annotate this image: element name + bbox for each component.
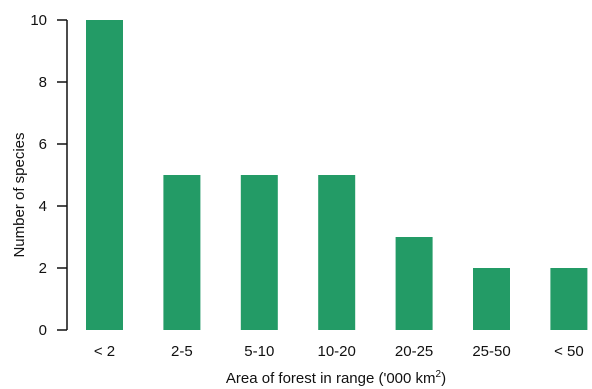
bar (473, 268, 510, 330)
x-tick-label: < 2 (94, 343, 115, 360)
bar (395, 237, 433, 330)
x-axis-title-main: Area of forest in range ('000 km (226, 370, 436, 387)
x-tick-label: 2-5 (171, 343, 193, 360)
x-axis-title-close: ) (441, 370, 446, 387)
bar (318, 175, 356, 330)
x-tick-label: 25-50 (472, 343, 510, 360)
y-tick-label: 8 (39, 74, 47, 91)
y-tick-label: 2 (39, 260, 47, 277)
x-tick-label: < 50 (554, 343, 584, 360)
bar (550, 268, 588, 330)
y-axis-title: Number of species (11, 132, 28, 257)
y-tick-label: 4 (39, 198, 47, 215)
x-axis-title: Area of forest in range ('000 km2) (226, 369, 446, 387)
bar (240, 175, 278, 330)
x-tick-label: 5-10 (244, 343, 274, 360)
bars-group (86, 20, 588, 330)
x-tick-labels-group: < 2 2-5 5-10 10-20 20-25 25-50 < 50 (94, 343, 584, 360)
y-tick-label: 10 (30, 12, 47, 29)
y-ticks-group: 0 2 4 6 8 10 (30, 12, 67, 339)
x-axis-title-superscript: 2 (436, 369, 442, 380)
y-tick-label: 6 (39, 136, 47, 153)
bar (86, 20, 123, 330)
bar (163, 175, 201, 330)
x-tick-label: 20-25 (395, 343, 433, 360)
x-tick-label: 10-20 (318, 343, 356, 360)
y-tick-label: 0 (39, 322, 47, 339)
